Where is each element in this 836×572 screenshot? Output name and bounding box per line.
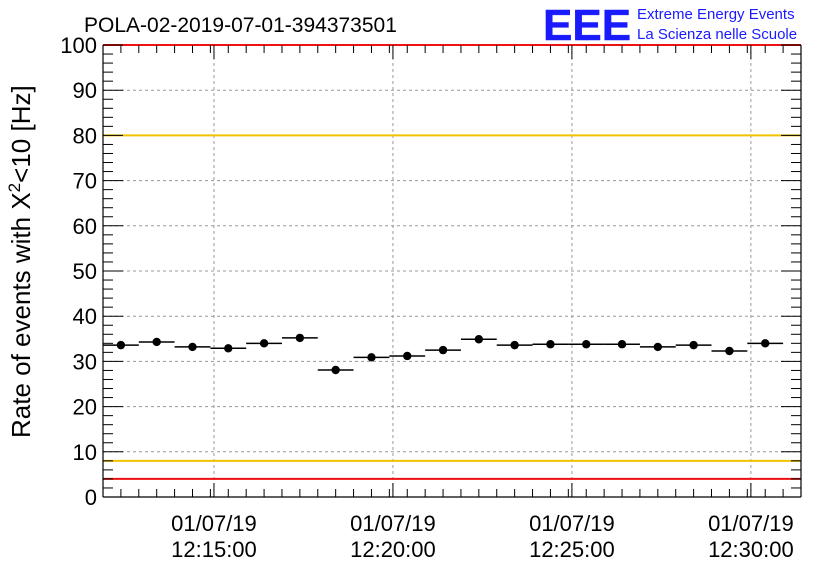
- axis-ticks: [102, 44, 802, 498]
- data-point: [510, 340, 519, 350]
- data-point: [295, 333, 305, 343]
- data-point: [474, 335, 484, 344]
- x-tick-label-time: 12:30:00: [708, 537, 794, 562]
- data-point: [582, 340, 591, 349]
- y-tick-label: 30: [73, 349, 97, 374]
- y-tick-label: 70: [73, 169, 97, 194]
- data-point: [259, 339, 269, 348]
- y-axis-title-rest: <10 [Hz]: [6, 85, 36, 183]
- eee-logo: EEE Extreme Energy Events La Scienza nel…: [543, 1, 797, 51]
- reference-lines: [103, 134, 801, 480]
- plot-frame: [102, 44, 802, 498]
- y-tick-label: 40: [73, 304, 97, 329]
- data-point: [761, 339, 770, 348]
- data-point: [331, 365, 340, 375]
- y-tick-label: 90: [73, 78, 97, 103]
- y-axis-title: Rate of events with X2<10 [Hz]: [5, 85, 36, 438]
- eee-logo-mark: EEE: [543, 1, 631, 50]
- x-tick-label-time: 12:15:00: [171, 537, 257, 562]
- data-point: [188, 342, 197, 352]
- y-tick-label: 80: [73, 123, 97, 148]
- data-point: [546, 340, 555, 349]
- eee-logo-line2: La Scienza nelle Scuole: [637, 26, 797, 43]
- data-point: [689, 340, 698, 350]
- y-tick-label: 0: [85, 485, 97, 510]
- y-axis-title-main: Rate of events with X: [6, 192, 36, 438]
- y-tick-label: 50: [73, 259, 97, 284]
- data-point: [367, 353, 376, 362]
- data-point: [438, 345, 448, 355]
- data-point: [653, 342, 663, 352]
- x-tick-label-time: 12:20:00: [350, 537, 436, 562]
- chart-title: POLA-02-2019-07-01-394373501: [84, 14, 397, 37]
- x-tick-label-date: 01/07/19: [708, 511, 794, 536]
- y-axis-title-sup: 2: [5, 183, 24, 192]
- x-tick-label-date: 01/07/19: [171, 511, 257, 536]
- grid-layer: [103, 45, 801, 497]
- data-point: [617, 340, 627, 349]
- y-tick-labels: 0 10 20 30 40 50 60 70 80 90 100: [60, 33, 97, 510]
- y-tick-label: 60: [73, 214, 97, 239]
- x-tick-label-date: 01/07/19: [529, 511, 615, 536]
- data-point: [403, 351, 412, 361]
- data-point: [224, 344, 233, 353]
- x-tick-label-time: 12:25:00: [529, 537, 615, 562]
- data-point: [725, 346, 734, 356]
- data-point: [116, 340, 126, 350]
- y-tick-label: 10: [73, 440, 97, 465]
- x-tick-labels: 01/07/1912:15:0001/07/1912:20:0001/07/19…: [171, 511, 794, 562]
- y-tick-label: 100: [60, 33, 97, 58]
- y-tick-label: 20: [73, 395, 97, 420]
- data-point: [152, 337, 161, 347]
- x-tick-label-date: 01/07/19: [350, 511, 436, 536]
- data-series: [103, 333, 784, 375]
- eee-logo-line1: Extreme Energy Events: [637, 6, 795, 23]
